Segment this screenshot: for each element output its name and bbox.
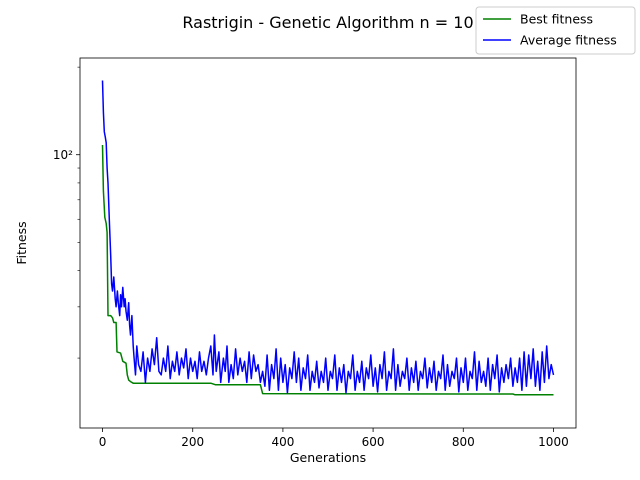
x-tick-layer: 0 200 400 600 800 1000 (99, 428, 569, 449)
x-tick-label: 0 (99, 435, 107, 449)
x-tick-label: 400 (271, 435, 294, 449)
legend: Best fitness Average fitness (475, 6, 636, 55)
series-line-average-fitness (101, 80, 555, 394)
plot-frame (79, 57, 577, 429)
chart-title: Rastrigin - Genetic Algorithm n = 10 (182, 13, 473, 32)
legend-box (475, 6, 636, 55)
y-axis-label: Fitness (14, 221, 29, 264)
x-tick-label: 800 (452, 435, 475, 449)
legend-label-average-fitness: Average fitness (520, 33, 617, 48)
x-tick-label: 200 (181, 435, 204, 449)
x-axis-label: Generations (290, 450, 366, 465)
series-layer (101, 80, 555, 396)
y-tick-label: 10² (53, 148, 73, 162)
x-tick-label: 1000 (538, 435, 569, 449)
x-tick-label: 600 (362, 435, 385, 449)
series-line-best-fitness (101, 144, 554, 396)
y-tick-layer: 10² (53, 66, 80, 359)
legend-label-best-fitness: Best fitness (520, 12, 593, 27)
